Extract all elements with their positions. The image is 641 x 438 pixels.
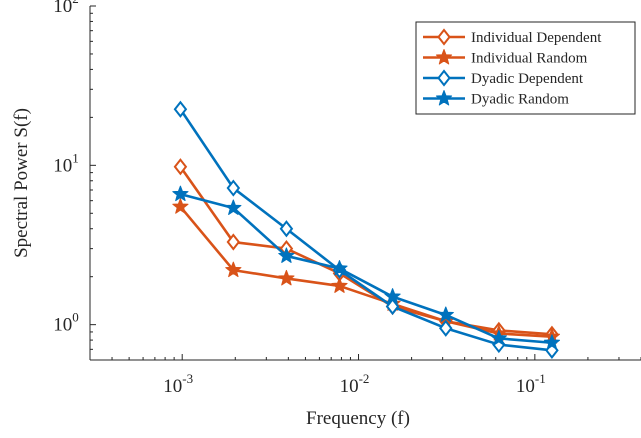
y-axis-label: Spectral Power S(f) [11, 108, 32, 258]
x-ticks: 10-3 10-2 10-1 [89, 354, 641, 397]
data-point [331, 277, 348, 293]
legend-entry: Dyadic Random [423, 90, 569, 108]
data-point [384, 288, 401, 304]
legend-marker [437, 28, 451, 46]
data-point [225, 199, 242, 215]
data-point [385, 297, 400, 316]
data-point [278, 247, 295, 263]
series-line [179, 165, 553, 336]
data-point [226, 233, 241, 251]
data-point [173, 158, 188, 176]
data-point [279, 220, 294, 238]
x-tick-label: 10-1 [516, 371, 546, 397]
legend-marker [437, 69, 451, 87]
y-tick-label: 102 [53, 0, 79, 17]
series-layer [172, 100, 561, 359]
legend-label: Individual Random [471, 51, 588, 67]
legend-entry: Individual Random [423, 49, 588, 67]
data-point [439, 319, 453, 337]
data-point [437, 306, 454, 322]
data-point [331, 260, 348, 276]
data-point [172, 198, 189, 214]
x-tick-label: 10-2 [340, 371, 370, 397]
data-point [172, 185, 189, 202]
series-line [179, 108, 553, 352]
data-point [490, 329, 507, 346]
legend: Individual Dependent Individual Random Dya… [415, 21, 636, 115]
data-point [226, 179, 241, 197]
legend-label: Dyadic Dependent [471, 71, 584, 87]
series-line [179, 205, 553, 339]
data-point [225, 261, 242, 278]
data-point [543, 334, 561, 350]
y-ticks: 100 101 102 [53, 0, 96, 361]
legend-label: Individual Dependent [471, 30, 602, 46]
x-axis-label: Frequency (f) [306, 408, 410, 429]
legend-entry: Individual Dependent [423, 28, 602, 46]
data-point [278, 269, 295, 286]
data-point [173, 100, 188, 118]
legend-entry: Dyadic Dependent [423, 69, 584, 87]
series-dyadic-random [172, 185, 561, 350]
legend-marker [435, 49, 453, 65]
x-tick-label: 10-3 [163, 371, 193, 397]
series-line [180, 192, 553, 345]
y-tick-label: 100 [53, 310, 79, 336]
legend-marker [435, 90, 453, 106]
legend-label: Dyadic Random [471, 92, 569, 108]
y-tick-label: 101 [53, 150, 79, 176]
